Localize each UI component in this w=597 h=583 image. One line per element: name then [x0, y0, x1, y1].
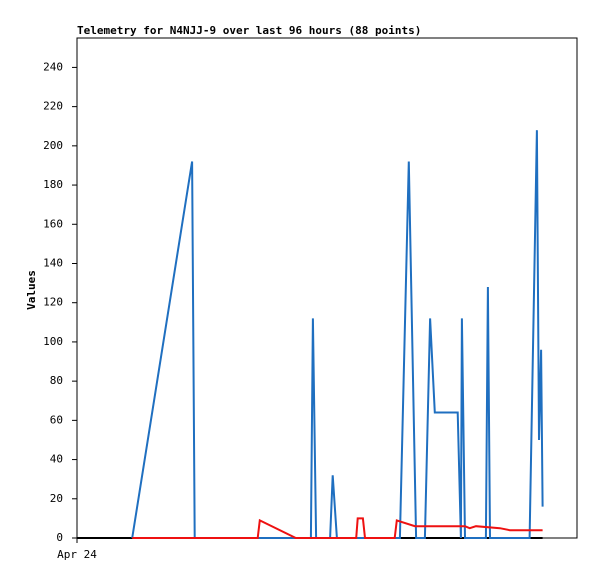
y-tick-label: 60 [50, 413, 63, 426]
y-tick-label: 200 [43, 139, 63, 152]
y-tick-label: 120 [43, 296, 63, 309]
x-tick-label: Apr 24 [57, 548, 97, 561]
y-tick-label: 160 [43, 217, 63, 230]
y-tick-label: 100 [43, 335, 63, 348]
y-tick-label: 140 [43, 256, 63, 269]
y-tick-label: 0 [56, 531, 63, 544]
y-axis-label: Values [25, 270, 38, 310]
data-line [131, 130, 544, 539]
y-tick-label: 240 [43, 60, 63, 73]
y-tick-label: 40 [50, 453, 63, 466]
y-tick-label: 180 [43, 178, 63, 191]
plot-frame [76, 37, 578, 539]
y-tick-label: 20 [50, 492, 63, 505]
y-tick-label: 220 [43, 100, 63, 113]
data-line [132, 517, 543, 539]
chart-title: Telemetry for N4NJJ-9 over last 96 hours… [77, 24, 421, 37]
y-tick-label: 80 [50, 374, 63, 387]
